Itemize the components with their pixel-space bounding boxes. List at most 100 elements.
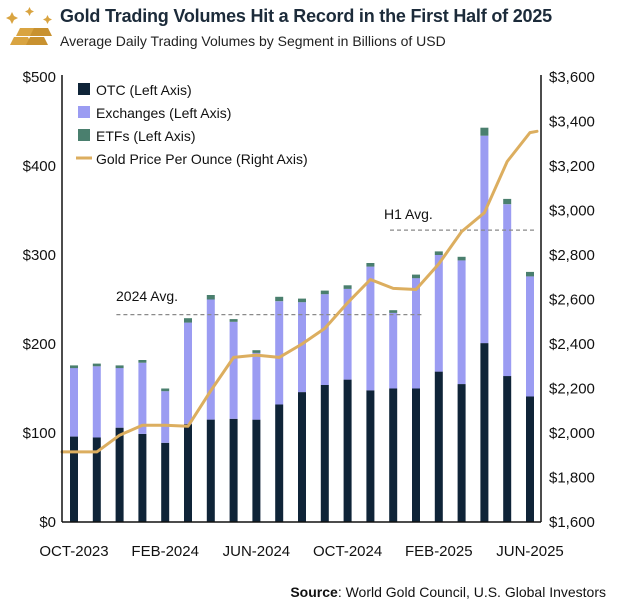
bar-exchanges-19 bbox=[503, 204, 512, 377]
bar-etfs-20 bbox=[526, 271, 534, 277]
bar-etfs-0 bbox=[70, 365, 78, 369]
legend-swatch-otc bbox=[78, 83, 90, 95]
annotation-h1-avg: H1 Avg. bbox=[384, 206, 433, 222]
bar-exchanges-0 bbox=[70, 368, 78, 437]
left-tick-label-1: $100 bbox=[23, 425, 56, 442]
bar-etfs-4 bbox=[161, 388, 170, 392]
source-note: Source: World Gold Council, U.S. Global … bbox=[290, 584, 606, 600]
bar-etfs-8 bbox=[252, 350, 261, 353]
bar-etfs-11 bbox=[320, 290, 329, 295]
right-tick-label-0: $1,600 bbox=[549, 514, 595, 531]
bar-etfs-17 bbox=[457, 256, 466, 261]
bar-otc-20 bbox=[526, 396, 534, 522]
bar-otc-8 bbox=[252, 419, 261, 522]
bar-exchanges-9 bbox=[275, 301, 284, 405]
right-tick-label-3: $2,200 bbox=[549, 381, 595, 398]
bar-exchanges-20 bbox=[526, 276, 534, 397]
bar-exchanges-3 bbox=[138, 362, 147, 434]
axes-group bbox=[61, 75, 542, 523]
bar-etfs-15 bbox=[412, 274, 420, 279]
bar-exchanges-4 bbox=[161, 391, 170, 443]
legend: OTC (Left Axis) Exchanges (Left Axis) ET… bbox=[76, 82, 308, 167]
left-tick-label-5: $500 bbox=[23, 69, 56, 86]
bar-otc-6 bbox=[206, 419, 215, 522]
bar-exchanges-1 bbox=[92, 366, 101, 438]
bars-group bbox=[70, 127, 534, 522]
bar-otc-9 bbox=[275, 404, 284, 522]
bar-otc-10 bbox=[298, 392, 306, 522]
bar-etfs-2 bbox=[115, 365, 124, 369]
right-tick-label-6: $2,800 bbox=[549, 247, 595, 264]
gold-bars-logo-icon bbox=[6, 7, 52, 45]
x-tick-labels: OCT-2023 FEB-2024 JUN-2024 OCT-2024 FEB-2025… bbox=[39, 543, 563, 560]
source-label: Source bbox=[290, 584, 338, 600]
bar-etfs-1 bbox=[92, 363, 101, 367]
source-text: : World Gold Council, U.S. Global Invest… bbox=[337, 584, 606, 600]
bar-otc-18 bbox=[480, 343, 489, 522]
bar-etfs-16 bbox=[434, 251, 443, 255]
bar-etfs-12 bbox=[343, 285, 352, 289]
x-tick-label-2: JUN-2024 bbox=[223, 543, 291, 560]
bar-exchanges-8 bbox=[252, 352, 261, 420]
bar-exchanges-15 bbox=[412, 278, 420, 389]
bar-otc-12 bbox=[343, 379, 352, 522]
right-tick-label-9: $3,400 bbox=[549, 114, 595, 131]
bar-exchanges-16 bbox=[434, 255, 443, 372]
bar-otc-7 bbox=[229, 418, 238, 522]
bar-etfs-5 bbox=[184, 318, 192, 323]
legend-label-exchanges: Exchanges (Left Axis) bbox=[96, 105, 231, 121]
legend-label-otc: OTC (Left Axis) bbox=[96, 82, 192, 98]
right-tick-label-7: $3,000 bbox=[549, 203, 595, 220]
bar-exchanges-14 bbox=[389, 312, 398, 389]
bar-etfs-9 bbox=[275, 296, 284, 302]
bar-exchanges-18 bbox=[480, 135, 489, 344]
bar-etfs-13 bbox=[366, 263, 375, 267]
bar-etfs-14 bbox=[389, 310, 398, 313]
left-tick-labels: $0 $100 $200 $300 $400 $500 bbox=[23, 69, 56, 531]
bar-exchanges-10 bbox=[298, 302, 306, 393]
annotation-2024-avg: 2024 Avg. bbox=[116, 288, 178, 304]
gold-price-line bbox=[60, 129, 539, 454]
x-tick-label-0: OCT-2023 bbox=[39, 543, 108, 560]
bar-exchanges-7 bbox=[229, 321, 238, 419]
bar-exchanges-13 bbox=[366, 266, 375, 391]
bar-otc-3 bbox=[138, 433, 147, 522]
bar-otc-0 bbox=[70, 436, 78, 522]
right-tick-label-4: $2,400 bbox=[549, 336, 595, 353]
x-tick-label-5: JUN-2025 bbox=[496, 543, 564, 560]
legend-label-gold-price: Gold Price Per Ounce (Right Axis) bbox=[96, 151, 308, 167]
bar-etfs-18 bbox=[480, 127, 489, 136]
legend-swatch-etfs bbox=[78, 129, 90, 141]
bar-exchanges-5 bbox=[184, 322, 192, 425]
right-tick-label-10: $3,600 bbox=[549, 69, 595, 86]
bar-etfs-7 bbox=[229, 319, 238, 322]
chart-subtitle: Average Daily Trading Volumes by Segment… bbox=[60, 33, 446, 49]
bar-etfs-10 bbox=[298, 298, 306, 303]
left-tick-label-2: $200 bbox=[23, 336, 56, 353]
left-tick-label-4: $400 bbox=[23, 158, 56, 175]
left-tick-label-3: $300 bbox=[23, 247, 56, 264]
bar-otc-5 bbox=[184, 424, 192, 522]
x-tick-label-4: FEB-2025 bbox=[405, 543, 473, 560]
right-tick-labels: $1,600 $1,800 $2,000 $2,200 $2,400 $2,600 $2,8… bbox=[549, 69, 595, 531]
bar-otc-17 bbox=[457, 384, 466, 522]
bar-otc-16 bbox=[434, 371, 443, 522]
right-tick-label-5: $2,600 bbox=[549, 292, 595, 309]
x-tick-label-1: FEB-2024 bbox=[131, 543, 199, 560]
bar-exchanges-12 bbox=[343, 288, 352, 380]
bar-otc-4 bbox=[161, 442, 170, 522]
right-tick-label-2: $2,000 bbox=[549, 425, 595, 442]
left-tick-label-0: $0 bbox=[39, 514, 56, 531]
bar-otc-2 bbox=[115, 427, 124, 522]
bar-exchanges-6 bbox=[206, 299, 215, 420]
bar-etfs-6 bbox=[206, 295, 215, 300]
legend-swatch-exchanges bbox=[78, 106, 90, 118]
bar-otc-14 bbox=[389, 388, 398, 522]
legend-label-etfs: ETFs (Left Axis) bbox=[96, 128, 196, 144]
bar-otc-19 bbox=[503, 376, 512, 522]
bar-etfs-3 bbox=[138, 360, 147, 363]
x-tick-label-3: OCT-2024 bbox=[313, 543, 382, 560]
right-tick-label-1: $1,800 bbox=[549, 470, 595, 487]
bar-etfs-19 bbox=[503, 198, 512, 205]
